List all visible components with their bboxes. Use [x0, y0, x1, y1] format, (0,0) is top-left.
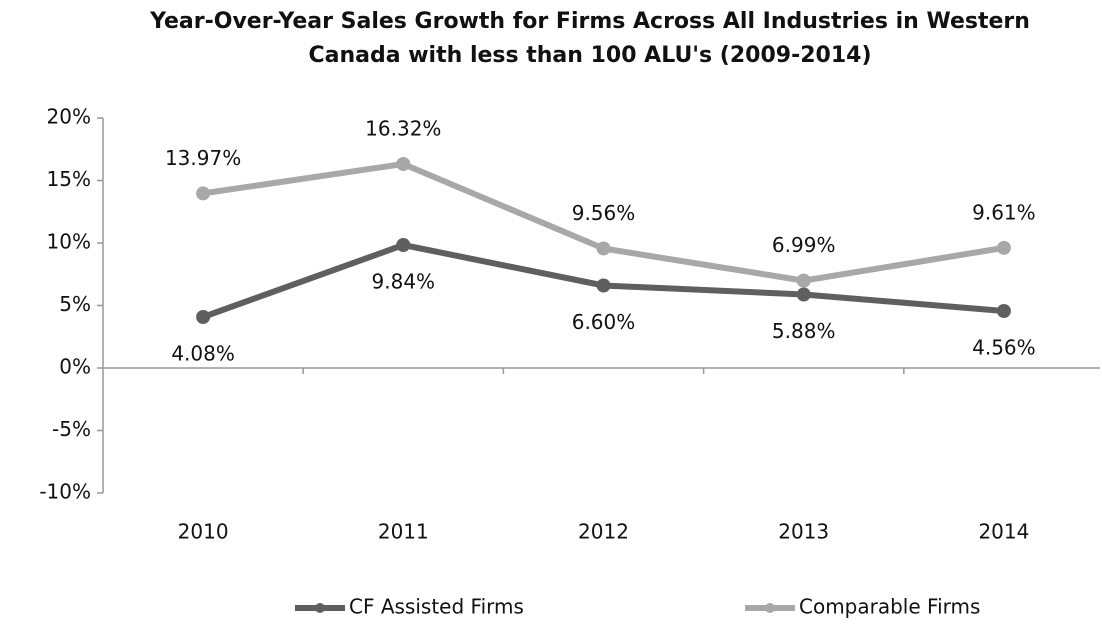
x-tick-label: 2010 — [178, 520, 229, 544]
y-tick-label: -10% — [39, 480, 91, 504]
x-tick-label: 2014 — [978, 520, 1029, 544]
data-label: 5.88% — [772, 319, 836, 343]
data-point — [196, 310, 211, 324]
data-label: 9.84% — [372, 270, 436, 294]
data-point — [596, 278, 611, 293]
data-point — [396, 157, 411, 171]
data-label: 4.08% — [171, 342, 235, 366]
y-tick-label: -5% — [52, 417, 91, 441]
data-point — [996, 304, 1011, 318]
x-tick-label: 2013 — [778, 520, 829, 544]
data-label: 13.97% — [165, 146, 241, 170]
data-point — [596, 241, 611, 256]
data-point — [796, 287, 811, 302]
y-tick-label: 15% — [47, 167, 91, 191]
y-tick-label: 0% — [59, 355, 91, 379]
y-tick-label: 5% — [59, 292, 91, 316]
data-point — [396, 238, 411, 252]
x-tick-label: 2012 — [578, 520, 629, 544]
data-point — [796, 273, 811, 288]
data-label: 16.32% — [365, 117, 441, 141]
data-point — [996, 240, 1011, 255]
data-label: 9.61% — [972, 200, 1036, 224]
data-point — [196, 186, 211, 201]
y-tick-label: 20% — [47, 105, 91, 129]
chart-title: Year-Over-Year Sales Growth for Firms Ac… — [149, 9, 1030, 34]
chart-subtitle: Canada with less than 100 ALU's (2009-20… — [308, 43, 871, 68]
x-tick-label: 2011 — [378, 520, 429, 544]
legend-label: Comparable Firms — [799, 595, 980, 619]
legend-marker — [315, 603, 325, 613]
legend-label: CF Assisted Firms — [349, 595, 524, 619]
legend-marker — [765, 603, 775, 613]
data-label: 6.60% — [572, 310, 636, 334]
data-label: 4.56% — [972, 336, 1036, 360]
y-tick-label: 10% — [47, 230, 91, 254]
data-label: 9.56% — [572, 201, 636, 225]
data-label: 6.99% — [772, 233, 836, 257]
